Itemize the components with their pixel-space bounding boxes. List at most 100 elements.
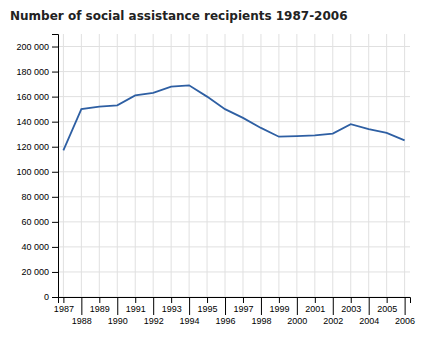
x-tick-label: 1992 (144, 316, 164, 326)
x-axis: 1987198819891990199119921993199419951996… (54, 297, 415, 326)
title: Number of social assistance recipients 1… (10, 9, 348, 23)
x-tick: 2006 (395, 297, 415, 326)
y-axis-line (52, 35, 59, 298)
y-tick-label: 160 000 (16, 92, 49, 102)
line (63, 85, 404, 150)
y-tick: 100 000 (16, 167, 58, 177)
y-tick-mark (52, 222, 58, 223)
y-tick-label: 140 000 (16, 117, 49, 127)
y-tick-label: 120 000 (16, 142, 49, 152)
grid-line-y (58, 196, 410, 197)
grid-line-x (278, 34, 279, 297)
grid-line-y (58, 246, 410, 247)
x-tick-label: 1988 (72, 316, 92, 326)
grid-line-x (386, 34, 387, 297)
x-tick-label: 1993 (162, 304, 182, 314)
y-axis: 0 20 000 40 000 60 000 80 000 100 000 120 000 1… (16, 35, 58, 303)
x-tick: 1997 (233, 297, 253, 314)
x-tick: 2005 (377, 297, 397, 314)
x-tick: 1999 (269, 297, 289, 314)
x-tick-mark (297, 297, 298, 315)
y-tick-mark (52, 197, 58, 198)
x-tick-mark (171, 297, 172, 303)
y-tick-mark (52, 272, 58, 273)
x-tick-label: 1998 (251, 316, 271, 326)
x-tick: 2003 (341, 297, 361, 314)
grid-line-y (58, 121, 410, 122)
y-tick: 160 000 (16, 92, 58, 102)
x-tick-label: 2002 (323, 316, 343, 326)
grid-line-y (58, 46, 410, 47)
x-tick-mark (405, 297, 406, 315)
x-tick-label: 2004 (359, 316, 379, 326)
x-tick-label: 1995 (198, 304, 218, 314)
y-tick-label: 200 000 (16, 42, 49, 52)
grid-line-y (58, 71, 410, 72)
grid-line-x (368, 34, 369, 297)
grid-line-x (81, 34, 82, 297)
x-tick-mark (135, 297, 136, 303)
grid-line-x (260, 34, 261, 297)
y-tick: 0 (44, 292, 58, 302)
x-tick: 1995 (198, 297, 218, 314)
grid-line-x (404, 34, 405, 297)
grid-line-x (135, 34, 136, 297)
x-tick-label: 2006 (395, 316, 415, 326)
y-tick-mark (52, 72, 58, 73)
x-tick-mark (243, 297, 244, 303)
y-tick-label: 60 000 (21, 217, 49, 227)
x-tick-mark (369, 297, 370, 315)
x-tick-label: 1991 (126, 304, 146, 314)
chart: Number of social assistance recipients 1… (0, 0, 426, 337)
x-tick-label: 2001 (305, 304, 325, 314)
x-tick-label: 1989 (90, 304, 110, 314)
y-tick-label: 180 000 (16, 67, 49, 77)
grid-line-x (296, 34, 297, 297)
x-tick-mark (279, 297, 280, 303)
grid-line-x (225, 34, 226, 297)
grid-line-x (332, 34, 333, 297)
grid-line-x (171, 34, 172, 297)
grid-line-x (63, 34, 64, 297)
y-tick-label: 40 000 (21, 242, 49, 252)
x-tick-mark (153, 297, 154, 315)
y-tick: 180 000 (16, 67, 58, 77)
x-tick-mark (225, 297, 226, 315)
y-tick-mark (52, 297, 58, 298)
x-tick-mark (351, 297, 352, 303)
x-tick-mark (63, 297, 64, 303)
y-tick-label: 20 000 (21, 267, 49, 277)
grid-line-x (117, 34, 118, 297)
x-tick-label: 1997 (233, 304, 253, 314)
y-tick-mark (52, 97, 58, 98)
grid-line-x (189, 34, 190, 297)
y-tick-mark (52, 172, 58, 173)
grid-line-x (314, 34, 315, 297)
grid-line-y (58, 146, 410, 147)
y-tick-label: 0 (44, 292, 49, 302)
x-axis-line (59, 298, 411, 304)
y-tick: 20 000 (21, 267, 58, 277)
x-tick-mark (261, 297, 262, 315)
x-tick-label: 1996 (216, 316, 236, 326)
grid-line-y (58, 171, 410, 172)
x-tick-mark (315, 297, 316, 303)
x-tick-mark (189, 297, 190, 315)
y-tick-mark (52, 47, 58, 48)
x-tick: 2001 (305, 297, 325, 314)
grid-line-y (58, 221, 410, 222)
x-tick: 1987 (54, 297, 74, 314)
y-tick-mark (52, 147, 58, 148)
grid-line-x (99, 34, 100, 297)
x-tick-label: 1990 (108, 316, 128, 326)
grid-line-y (58, 271, 410, 272)
y-tick-label: 80 000 (21, 192, 49, 202)
y-tick: 140 000 (16, 117, 58, 127)
x-tick-mark (81, 297, 82, 315)
grid-line-x (350, 34, 351, 297)
y-tick: 80 000 (21, 192, 58, 202)
grid (58, 34, 410, 297)
x-tick-mark (117, 297, 118, 315)
x-tick: 1993 (162, 297, 182, 314)
y-tick: 60 000 (21, 217, 58, 227)
